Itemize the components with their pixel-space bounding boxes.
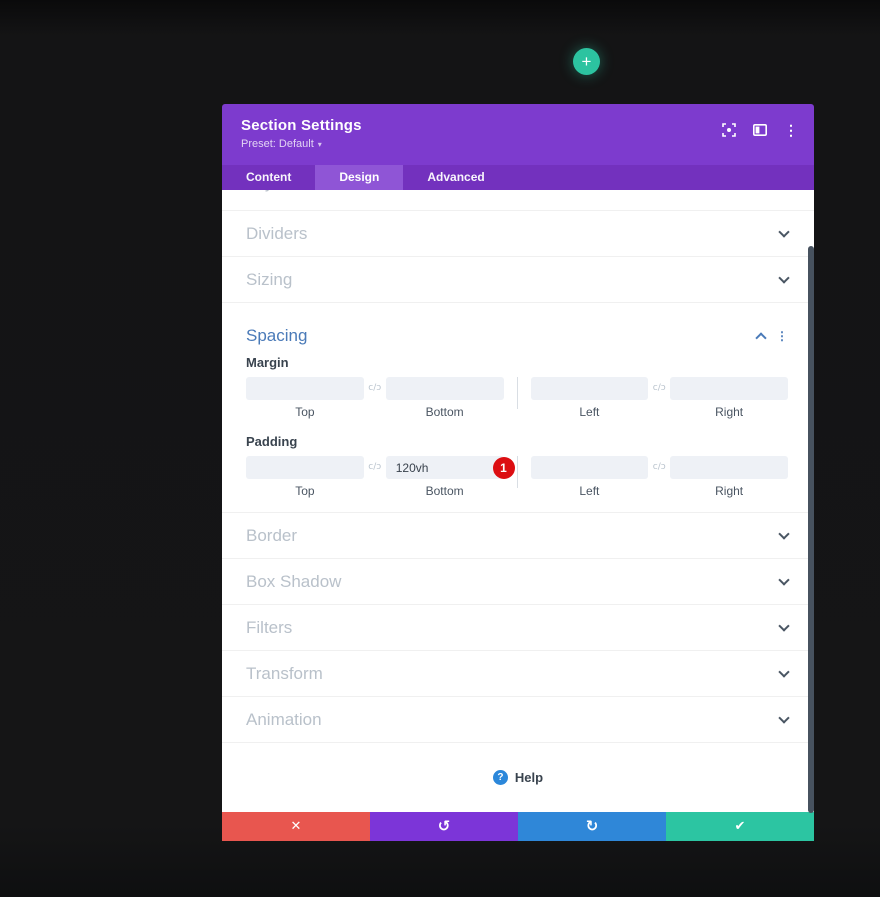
- save-button[interactable]: ✔: [666, 812, 814, 841]
- margin-right-input[interactable]: [670, 377, 788, 400]
- redo-icon: ↻: [585, 817, 599, 835]
- section-toggle-sizing[interactable]: Sizing: [222, 256, 814, 302]
- section-title: Dividers: [246, 223, 308, 243]
- discard-button[interactable]: ✕: [222, 812, 370, 841]
- help-link[interactable]: ? Help: [222, 742, 814, 812]
- plus-icon: +: [581, 52, 592, 71]
- margin-top-input[interactable]: [246, 377, 364, 400]
- margin-fields: c/ɔ Top Bottom c/ɔ Left Right: [222, 377, 814, 419]
- chevron-down-icon: [778, 527, 790, 540]
- tab-content[interactable]: Content: [246, 170, 292, 184]
- padding-horizontal-pair: c/ɔ Left Right: [530, 456, 788, 498]
- scrollbar-thumb[interactable]: [808, 246, 814, 813]
- help-label: Help: [514, 770, 544, 785]
- chevron-down-icon: ▾: [317, 139, 322, 149]
- section-toggle-border[interactable]: Border: [222, 512, 814, 558]
- field-divider: [516, 377, 518, 409]
- kebab-menu-icon[interactable]: ⋮: [776, 329, 788, 343]
- padding-top-input[interactable]: [246, 456, 364, 479]
- notification-badge: 1: [492, 456, 515, 479]
- margin-left-input[interactable]: [530, 377, 649, 400]
- padding-fields: c/ɔ 1 Top Bottom c/ɔ Left Right: [222, 456, 814, 498]
- field-label: Left: [579, 405, 600, 419]
- chevron-up-icon: [755, 332, 767, 344]
- close-icon: ✕: [290, 819, 302, 834]
- modal-header: Section Settings Preset: Default ▾ ⋮: [222, 104, 814, 165]
- modal-footer: ✕ ↺ ↻ ✔: [222, 812, 814, 841]
- preset-selector[interactable]: Preset: Default ▾: [241, 138, 814, 150]
- section-toggle-animation[interactable]: Animation: [222, 696, 814, 742]
- link-values-icon[interactable]: c/ɔ: [368, 462, 382, 472]
- section-toggle-spacing[interactable]: Spacing ⋮: [222, 303, 814, 351]
- tab-design[interactable]: Design: [315, 165, 404, 190]
- padding-right-input[interactable]: [670, 456, 788, 479]
- chevron-down-icon: [778, 573, 790, 586]
- field-label: Bottom: [425, 484, 464, 498]
- chevron-down-icon: [778, 665, 790, 678]
- margin-bottom-input[interactable]: [385, 377, 504, 400]
- link-values-icon[interactable]: c/ɔ: [652, 383, 666, 393]
- section-toggle-dividers[interactable]: Dividers: [222, 210, 814, 256]
- spacing-controls: ⋮: [755, 329, 788, 344]
- tab-advanced[interactable]: Advanced: [427, 170, 485, 184]
- undo-button[interactable]: ↺: [370, 812, 518, 841]
- modal-title: Section Settings: [241, 117, 362, 134]
- padding-bottom-input[interactable]: [385, 456, 504, 479]
- undo-icon: ↺: [437, 817, 451, 835]
- help-icon: ?: [492, 770, 508, 785]
- dock-modal-icon[interactable]: [753, 124, 767, 136]
- field-label: Top: [295, 484, 315, 498]
- field-label: Top: [295, 405, 315, 419]
- settings-scroll-area: Layout Dividers Sizing Spacing ⋮ Margin …: [222, 190, 814, 812]
- redo-button[interactable]: ↻: [518, 812, 666, 841]
- section-title: Sizing: [246, 269, 293, 289]
- chevron-down-icon: [778, 711, 790, 724]
- expand-settings-icon[interactable]: [722, 123, 736, 137]
- chevron-down-icon: [778, 225, 790, 238]
- section-title: Box Shadow: [246, 571, 342, 591]
- chevron-down-icon: [778, 619, 790, 632]
- section-settings-modal: Section Settings Preset: Default ▾ ⋮ Con…: [222, 104, 814, 841]
- section-title: Spacing: [246, 326, 308, 345]
- section-title: Border: [246, 525, 298, 545]
- section-spacing-open: Spacing ⋮ Margin c/ɔ Top Bottom: [222, 302, 814, 512]
- margin-group-label: Margin: [246, 355, 289, 370]
- field-label: Bottom: [425, 405, 464, 419]
- add-section-button[interactable]: +: [573, 48, 600, 75]
- padding-left-input[interactable]: [530, 456, 649, 479]
- header-icon-group: ⋮: [722, 123, 798, 137]
- section-toggle-transform[interactable]: Transform: [222, 650, 814, 696]
- section-title: Filters: [246, 617, 293, 637]
- kebab-menu-icon[interactable]: ⋮: [784, 122, 798, 138]
- section-title: Animation: [246, 709, 322, 729]
- padding-group-label: Padding: [246, 434, 298, 449]
- section-title: Transform: [246, 663, 323, 683]
- tab-bar: Content Design Advanced: [222, 165, 814, 190]
- field-label: Right: [715, 405, 744, 419]
- margin-vertical-pair: c/ɔ Top Bottom: [246, 377, 504, 419]
- margin-horizontal-pair: c/ɔ Left Right: [530, 377, 788, 419]
- link-values-icon[interactable]: c/ɔ: [368, 383, 382, 393]
- preset-label: Preset: Default: [241, 138, 314, 150]
- field-divider: [516, 456, 518, 488]
- section-toggle-filters[interactable]: Filters: [222, 604, 814, 650]
- field-label: Right: [715, 484, 744, 498]
- padding-bottom-wrap: 1: [385, 456, 515, 479]
- padding-vertical-pair: c/ɔ 1 Top Bottom: [246, 456, 515, 498]
- section-title-layout-clipped: Layout: [246, 190, 297, 193]
- field-label: Left: [579, 484, 600, 498]
- chevron-down-icon: [778, 271, 790, 284]
- link-values-icon[interactable]: c/ɔ: [652, 462, 666, 472]
- section-toggle-box-shadow[interactable]: Box Shadow: [222, 558, 814, 604]
- check-icon: ✔: [734, 819, 746, 834]
